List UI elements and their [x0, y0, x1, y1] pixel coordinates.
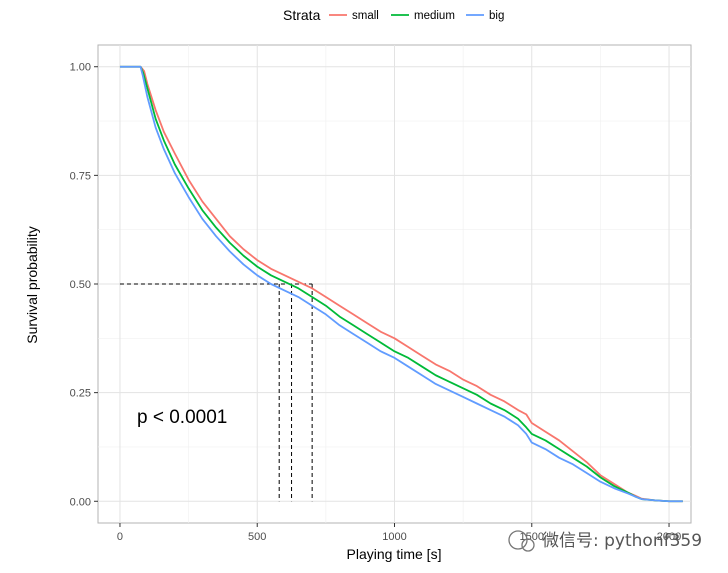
series-line-big — [119, 65, 683, 503]
watermark: 微信号: pythonf359 — [508, 530, 702, 552]
x-tick-label: 0 — [117, 531, 123, 543]
y-tick-label: 0.00 — [70, 496, 91, 508]
series-line-small — [119, 65, 683, 503]
y-tick-label: 1.00 — [70, 62, 91, 74]
p-value-annotation: p < 0.0001 — [137, 407, 227, 428]
y-tick-label: 0.25 — [70, 388, 91, 400]
legend-label-medium: medium — [414, 10, 455, 22]
series-line-medium — [119, 65, 683, 503]
legend: Strata small medium big — [283, 7, 504, 23]
legend-title: Strata — [283, 7, 321, 23]
x-tick-label: 500 — [248, 531, 266, 543]
y-tick-label: 0.75 — [70, 170, 91, 182]
y-axis-title: Survival probability — [24, 226, 40, 344]
y-tick-label: 0.50 — [70, 279, 91, 291]
x-axis-title: Playing time [s] — [347, 546, 442, 562]
watermark-text: 微信号: pythonf359 — [542, 531, 702, 551]
wechat-icon — [508, 530, 528, 550]
legend-label-big: big — [489, 10, 504, 22]
x-tick-label: 2000 — [657, 531, 681, 543]
legend-label-small: small — [352, 10, 379, 22]
x-tick-label: 1000 — [382, 531, 406, 543]
wechat-icon-small — [521, 538, 535, 552]
